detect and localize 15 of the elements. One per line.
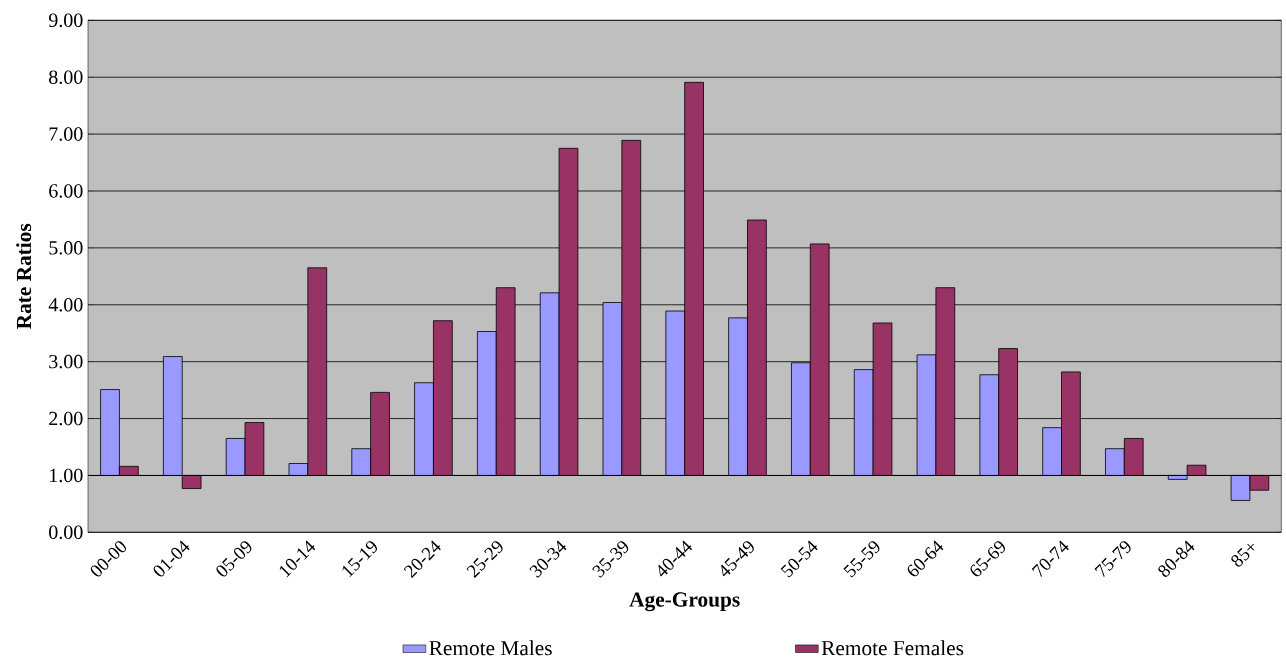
y-tick-label: 0.00 [49,525,83,540]
y-tick-label: 3.00 [49,354,83,369]
legend-label: Remote Males [429,640,552,656]
y-tick-label: 6.00 [49,184,83,198]
y-tick-label: 9.00 [48,13,83,28]
y-tick-label: 2.00 [49,411,83,426]
x-axis-title: Age-Groups [629,592,740,612]
y-tick-label: 5.00 [49,241,83,255]
x-tick-label: 85+ [1231,543,1255,567]
legend-label: Remote Females [821,640,964,656]
y-axis-title: Rate Ratios [16,223,32,329]
y-tick-label: 7.00 [49,127,83,141]
y-tick-label: 1.00 [50,468,83,483]
y-tick-label: 8.00 [49,70,83,85]
y-tick-label: 4.00 [48,297,83,312]
